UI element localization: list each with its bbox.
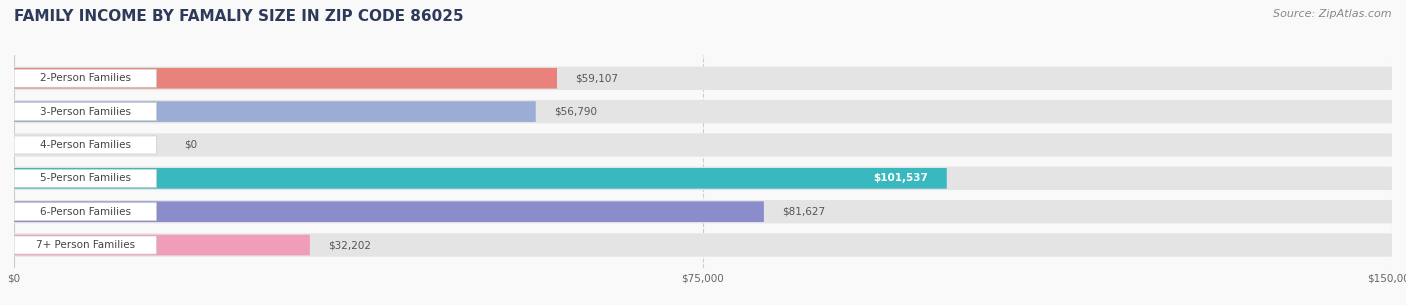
Text: $0: $0 xyxy=(184,140,197,150)
FancyBboxPatch shape xyxy=(14,101,536,122)
FancyBboxPatch shape xyxy=(14,167,1392,190)
FancyBboxPatch shape xyxy=(14,201,763,222)
Text: $56,790: $56,790 xyxy=(554,107,598,117)
FancyBboxPatch shape xyxy=(14,100,1392,123)
FancyBboxPatch shape xyxy=(14,66,1392,90)
Text: $59,107: $59,107 xyxy=(575,73,619,83)
Text: 2-Person Families: 2-Person Families xyxy=(39,73,131,83)
Text: FAMILY INCOME BY FAMALIY SIZE IN ZIP CODE 86025: FAMILY INCOME BY FAMALIY SIZE IN ZIP COD… xyxy=(14,9,464,24)
FancyBboxPatch shape xyxy=(14,169,156,187)
FancyBboxPatch shape xyxy=(14,233,1392,257)
Text: $101,537: $101,537 xyxy=(873,173,928,183)
Text: $32,202: $32,202 xyxy=(328,240,371,250)
Text: 6-Person Families: 6-Person Families xyxy=(39,207,131,217)
Text: $81,627: $81,627 xyxy=(782,207,825,217)
FancyBboxPatch shape xyxy=(14,68,557,88)
Text: 3-Person Families: 3-Person Families xyxy=(39,107,131,117)
FancyBboxPatch shape xyxy=(14,168,946,189)
FancyBboxPatch shape xyxy=(14,235,309,255)
FancyBboxPatch shape xyxy=(14,203,156,221)
Text: Source: ZipAtlas.com: Source: ZipAtlas.com xyxy=(1274,9,1392,19)
FancyBboxPatch shape xyxy=(14,102,156,120)
FancyBboxPatch shape xyxy=(14,69,156,87)
FancyBboxPatch shape xyxy=(14,136,156,154)
FancyBboxPatch shape xyxy=(14,200,1392,223)
Text: 4-Person Families: 4-Person Families xyxy=(39,140,131,150)
FancyBboxPatch shape xyxy=(14,133,1392,157)
FancyBboxPatch shape xyxy=(14,236,156,254)
Text: 7+ Person Families: 7+ Person Families xyxy=(35,240,135,250)
Text: 5-Person Families: 5-Person Families xyxy=(39,173,131,183)
